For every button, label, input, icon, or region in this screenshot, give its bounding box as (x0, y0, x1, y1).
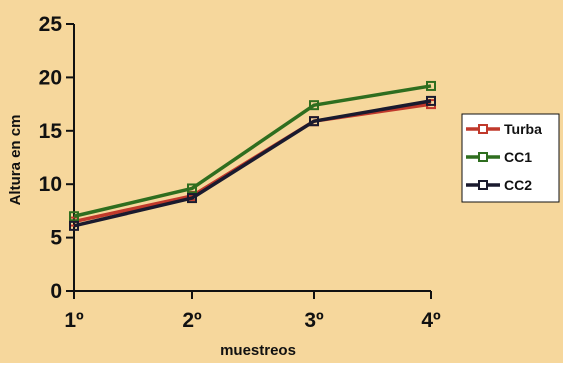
y-tick-label: 0 (50, 280, 62, 303)
data-point (309, 100, 319, 111)
series-layer (69, 80, 436, 231)
x-tick-label: 4º (421, 309, 441, 332)
series-cc2 (69, 95, 436, 231)
data-point (187, 193, 197, 204)
y-axis-ticks: 0 5 10 15 20 25 (39, 13, 74, 303)
x-axis-title: muestreos (220, 342, 296, 359)
x-axis-ticks: 1º 2º 3º 4º (64, 291, 441, 332)
y-tick-label: 15 (39, 120, 63, 143)
series-line (73, 99, 432, 228)
y-tick-label: 20 (39, 66, 62, 89)
data-point (426, 80, 436, 91)
legend-swatch-marker (478, 124, 488, 134)
x-tick-label: 1º (64, 309, 84, 332)
y-tick-label: 25 (39, 13, 63, 36)
legend-label: CC1 (504, 149, 532, 165)
legend-item: Turba (466, 121, 542, 137)
series-cc1 (69, 80, 436, 222)
legend-label: Turba (504, 121, 542, 137)
data-point (69, 220, 79, 231)
y-tick-label: 5 (50, 227, 62, 250)
legend-item: CC1 (466, 149, 532, 165)
x-tick-label: 2º (182, 309, 202, 332)
data-point (69, 211, 79, 222)
y-axis-title: Altura en cm (7, 115, 24, 206)
legend-label: CC2 (504, 177, 532, 193)
legend-swatch-marker (478, 152, 488, 162)
y-tick-label: 10 (39, 173, 62, 196)
data-point (187, 183, 197, 194)
data-point (426, 95, 436, 106)
data-point (309, 116, 319, 127)
legend-item: CC2 (466, 177, 532, 193)
legend-swatch-marker (478, 180, 488, 190)
legend: Turba CC1 CC2 (461, 113, 560, 203)
x-tick-label: 3º (304, 309, 324, 332)
series-line (73, 84, 432, 218)
